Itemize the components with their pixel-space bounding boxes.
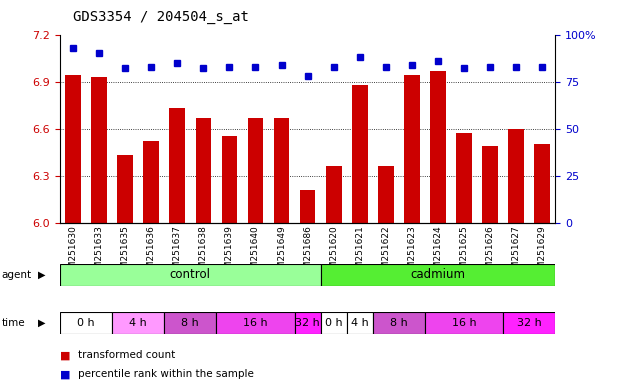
Bar (300, 190, 316, 223)
Bar (295, 312, 321, 334)
Text: 16 h: 16 h (243, 318, 268, 328)
Bar (456, 133, 472, 223)
Text: 32 h: 32 h (517, 318, 541, 328)
Text: percentile rank within the sample: percentile rank within the sample (78, 369, 254, 379)
Text: control: control (170, 268, 211, 281)
Text: ▶: ▶ (38, 270, 45, 280)
Bar (274, 118, 290, 223)
Bar (503, 312, 555, 334)
Text: GDS3354 / 204504_s_at: GDS3354 / 204504_s_at (73, 10, 249, 23)
Bar (378, 166, 394, 223)
Text: 32 h: 32 h (295, 318, 320, 328)
Text: ■: ■ (60, 350, 71, 360)
Bar (216, 312, 295, 334)
Bar (373, 312, 425, 334)
Text: transformed count: transformed count (78, 350, 175, 360)
Bar (143, 141, 159, 223)
Bar (60, 312, 112, 334)
Text: 8 h: 8 h (390, 318, 408, 328)
Text: agent: agent (1, 270, 32, 280)
Bar (321, 264, 555, 286)
Text: 4 h: 4 h (351, 318, 369, 328)
Text: time: time (1, 318, 25, 328)
Bar (346, 312, 373, 334)
Text: 8 h: 8 h (182, 318, 199, 328)
Bar (65, 75, 81, 223)
Bar (221, 136, 237, 223)
Bar (321, 312, 346, 334)
Bar (60, 264, 321, 286)
Bar (326, 166, 341, 223)
Text: 0 h: 0 h (77, 318, 95, 328)
Bar (352, 85, 368, 223)
Text: 4 h: 4 h (129, 318, 147, 328)
Bar (247, 118, 263, 223)
Bar (112, 312, 164, 334)
Bar (425, 312, 503, 334)
Bar (164, 312, 216, 334)
Bar (534, 144, 550, 223)
Bar (196, 118, 211, 223)
Text: cadmium: cadmium (410, 268, 466, 281)
Text: 16 h: 16 h (452, 318, 476, 328)
Bar (91, 77, 107, 223)
Text: 0 h: 0 h (325, 318, 343, 328)
Bar (482, 146, 498, 223)
Bar (404, 75, 420, 223)
Bar (509, 129, 524, 223)
Bar (170, 108, 185, 223)
Bar (117, 155, 133, 223)
Bar (430, 71, 445, 223)
Text: ▶: ▶ (38, 318, 45, 328)
Text: ■: ■ (60, 369, 71, 379)
